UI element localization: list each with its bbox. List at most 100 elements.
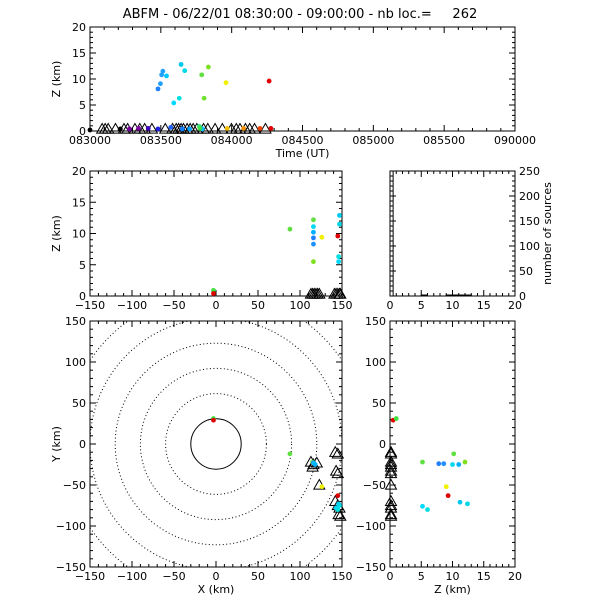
plan-x-xlabel: X (km) bbox=[198, 583, 235, 596]
source-point bbox=[160, 68, 166, 74]
source-point bbox=[311, 241, 316, 247]
station-marker bbox=[312, 287, 326, 299]
source-point bbox=[268, 125, 274, 131]
source-point bbox=[311, 259, 316, 265]
source-point bbox=[337, 212, 342, 218]
station-marker bbox=[384, 508, 398, 520]
zy-z-xtick-label: 20 bbox=[508, 570, 522, 583]
source-point bbox=[451, 451, 457, 457]
source-point bbox=[117, 126, 123, 132]
station-marker bbox=[384, 478, 398, 490]
source-point bbox=[224, 125, 230, 131]
xz-x-xtick-label: 50 bbox=[251, 299, 265, 312]
time-height-panel: 083000 083500 084000 084500 085000 085500 0900… bbox=[50, 21, 536, 160]
source-point bbox=[436, 461, 442, 467]
source-point bbox=[155, 126, 161, 132]
range-rings bbox=[90, 321, 342, 567]
xz-x-xtick-label: 100 bbox=[290, 299, 311, 312]
hist-y-ytick-label: 100 bbox=[519, 240, 540, 253]
plan-y-ytick-label: 0 bbox=[79, 438, 86, 451]
source-point bbox=[223, 80, 229, 86]
hist-y-ytick-label: 250 bbox=[519, 165, 540, 178]
range-ring bbox=[139, 367, 293, 521]
range-ring bbox=[190, 418, 242, 470]
time-z-ytick-label: 20 bbox=[72, 21, 86, 34]
source-point bbox=[445, 493, 451, 499]
source-point bbox=[187, 126, 192, 132]
time-xtick-label: 085500 bbox=[423, 134, 465, 147]
hist-y-ytick-label: 150 bbox=[519, 215, 540, 228]
station-marker bbox=[333, 287, 347, 299]
source-point bbox=[155, 86, 161, 92]
source-point bbox=[87, 127, 93, 133]
plan-x-xtick-label: 150 bbox=[332, 570, 353, 583]
source-point bbox=[465, 501, 470, 507]
source-point bbox=[337, 221, 342, 227]
source-point bbox=[336, 254, 342, 260]
xz-z-ytick-label: 0 bbox=[79, 290, 86, 303]
station-marker bbox=[384, 501, 398, 513]
source-point bbox=[168, 124, 174, 130]
source-point bbox=[456, 462, 462, 467]
source-point bbox=[450, 462, 455, 467]
source-point bbox=[158, 81, 163, 87]
xz-x-xtick-label: 150 bbox=[332, 299, 353, 312]
hist-y-ytick-label: 50 bbox=[519, 265, 533, 278]
source-point bbox=[287, 451, 293, 457]
zy-y-ytick-label: −150 bbox=[356, 561, 386, 574]
hist-y-ytick-label: 0 bbox=[519, 290, 526, 303]
source-point bbox=[457, 499, 463, 505]
source-point bbox=[182, 68, 188, 74]
source-point bbox=[179, 126, 185, 132]
source-point bbox=[205, 64, 211, 70]
height-y-panel: 0 5 10 15 20 Z (km) −150 −100 −50 0 50 100 150 bbox=[356, 315, 522, 596]
source-point bbox=[462, 459, 468, 465]
source-point bbox=[127, 126, 132, 132]
source-point bbox=[319, 234, 325, 240]
source-point bbox=[311, 224, 316, 230]
station-marker bbox=[158, 122, 172, 134]
plan-y-ylabel: Y (km) bbox=[50, 426, 63, 463]
source-point bbox=[336, 259, 342, 265]
zy-z-xtick-label: 10 bbox=[446, 570, 460, 583]
time-xlabel: Time (UT) bbox=[275, 147, 330, 160]
source-point bbox=[201, 95, 207, 101]
plan-y-ytick-label: −100 bbox=[56, 520, 86, 533]
zy-z-xtick-label: 5 bbox=[418, 570, 425, 583]
plan-x-xtick-label: −150 bbox=[75, 570, 105, 583]
time-xtick-label: 083500 bbox=[140, 134, 182, 147]
source-point bbox=[420, 503, 425, 509]
hist-y-ytick-label: 200 bbox=[519, 190, 540, 203]
station-marker bbox=[384, 460, 398, 472]
plan-x-xtick-label: −50 bbox=[162, 570, 185, 583]
zy-y-ytick-label: 0 bbox=[379, 438, 386, 451]
source-point bbox=[257, 125, 263, 131]
source-point bbox=[312, 462, 318, 467]
time-z-ytick-label: 15 bbox=[72, 47, 86, 60]
range-ring bbox=[165, 393, 267, 495]
hist-x-xtick-label: 5 bbox=[418, 299, 425, 312]
plan-x-xtick-label: −100 bbox=[117, 570, 147, 583]
source-point bbox=[337, 503, 342, 508]
station-marker bbox=[332, 508, 346, 520]
station-marker bbox=[384, 509, 398, 521]
source-point bbox=[425, 507, 430, 512]
plan-y-ytick-label: 100 bbox=[65, 356, 86, 369]
x-height-panel-frame bbox=[89, 170, 343, 297]
plan-y-ytick-label: −50 bbox=[63, 479, 86, 492]
source-point bbox=[266, 78, 272, 84]
source-point bbox=[443, 484, 449, 490]
time-z-ytick-label: 5 bbox=[79, 99, 86, 112]
x-height-panel: −150 −100 −50 0 50 100 150 0 5 10 15 20 Z (km) bbox=[50, 165, 353, 312]
source-point bbox=[178, 62, 184, 67]
source-point bbox=[441, 461, 447, 467]
plan-y-ytick-label: −150 bbox=[56, 561, 86, 574]
source-point bbox=[145, 125, 151, 131]
xz-x-xtick-label: −50 bbox=[162, 299, 185, 312]
source-point bbox=[335, 233, 341, 239]
station-marker bbox=[201, 122, 215, 134]
plan-x-xtick-label: 0 bbox=[213, 570, 220, 583]
hist-x-xtick-label: 20 bbox=[508, 299, 522, 312]
